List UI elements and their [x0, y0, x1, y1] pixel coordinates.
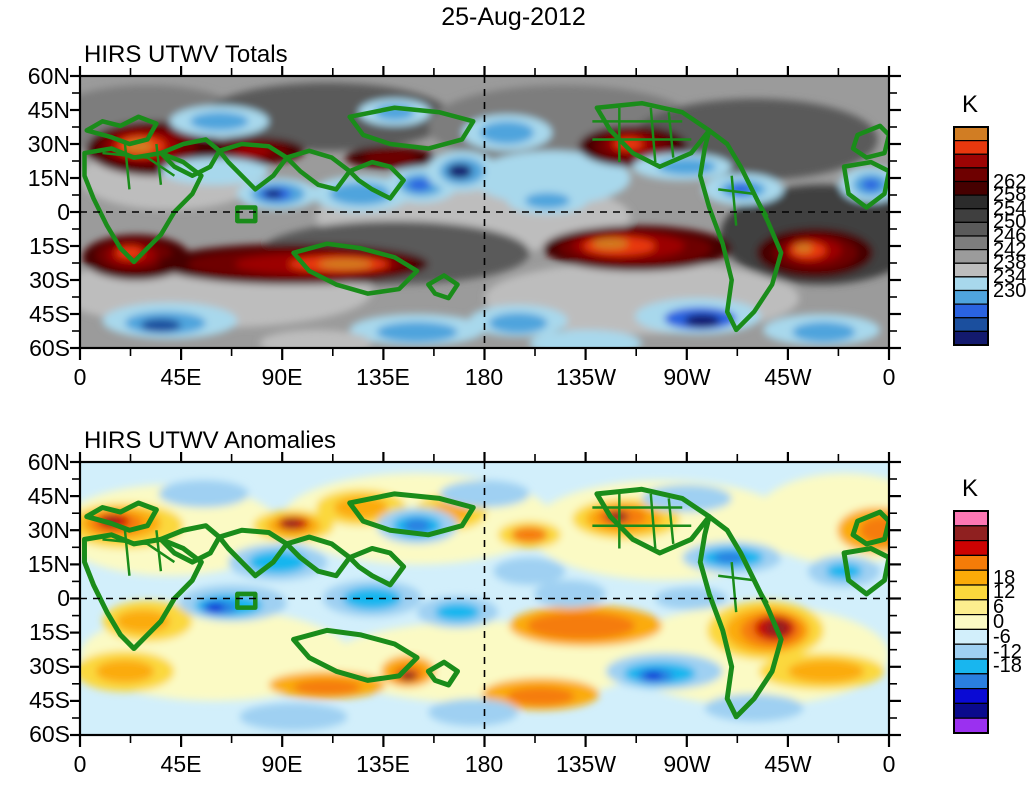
colorbar-frame: [953, 126, 989, 346]
colorbar-anomalies-unit: K: [961, 475, 978, 502]
colorbar-swatch: [953, 658, 989, 675]
colorbar-totals: [953, 126, 989, 346]
panel-totals-ylabel-5: 15S: [29, 233, 70, 259]
panel-anomalies-ylabel-4: 0: [57, 585, 70, 611]
panel-anomalies-title: HIRS UTWV Anomalies: [84, 427, 337, 454]
panel-totals-xlabel-6: 90W: [663, 364, 711, 390]
panel-anomalies-xlabel-4: 180: [464, 751, 504, 777]
panel-anomalies-xlabel-6: 90W: [663, 751, 711, 777]
colorbar-swatch: [953, 525, 989, 542]
colorbar-swatch: [953, 180, 989, 196]
panel-totals-ylabel-1: 45N: [27, 97, 70, 123]
colorbar-swatch: [953, 510, 989, 527]
panel-anomalies-ylabel-6: 30S: [29, 653, 70, 679]
colorbar-swatch: [953, 276, 989, 292]
colorbar-swatch: [953, 126, 989, 142]
colorbar-swatch: [953, 249, 989, 264]
colorbar-anomalies-labels: 18 12 6 0 -6 -12 -18: [993, 510, 1027, 734]
panel-anomalies-xlabel-1: 45E: [160, 751, 202, 777]
panel-totals-xlabel-0: 0: [73, 364, 87, 390]
panel-totals-xlabel-7: 45W: [764, 364, 812, 390]
panel-anomalies-xlabel-2: 90E: [261, 751, 303, 777]
map-totals: [80, 76, 889, 348]
colorbar-tick-label: -18: [993, 655, 1022, 678]
panel-totals-ylabel-3: 15N: [27, 165, 70, 191]
panel-anomalies-ylabel-8: 60S: [29, 721, 70, 747]
panel-totals-ylabel-7: 45S: [29, 301, 70, 327]
panel-totals-title: HIRS UTWV Totals: [84, 41, 288, 68]
panel-totals: HIRS UTWV Totals: [27, 41, 1027, 390]
colorbar-swatch: [953, 613, 989, 630]
panel-anomalies-xlabel-0: 0: [73, 751, 87, 777]
colorbar-tick-label: 246: [993, 225, 1027, 247]
panel-totals-xlabel-5: 135W: [555, 364, 617, 390]
colorbar-swatch: [953, 599, 989, 616]
colorbar-swatch: [953, 262, 989, 278]
colorbar-swatch: [953, 221, 989, 237]
colorbar-swatch: [953, 303, 989, 319]
panel-anomalies-ylabel-2: 30N: [27, 517, 70, 543]
colorbar-swatch: [953, 628, 989, 645]
colorbar-tick-label: 234: [993, 265, 1027, 288]
panel-anomalies-ylabel-0: 60N: [27, 449, 70, 475]
panel-totals-xlabel-2: 90E: [261, 364, 303, 390]
panel-totals-xlabel-1: 45E: [160, 364, 202, 390]
colorbar-frame: [953, 510, 989, 734]
colorbar-totals-unit: K: [961, 91, 978, 118]
colorbar-swatch: [953, 673, 989, 690]
panel-anomalies: HIRS UTWV Anomalies: [0, 400, 1027, 788]
colorbar-swatch: [953, 153, 989, 169]
colorbar-swatch: [953, 584, 989, 601]
panel-totals-ylabel-0: 60N: [27, 63, 70, 89]
colorbar-tick-label: 230: [993, 279, 1027, 302]
panel-totals-ylabel-2: 30N: [27, 131, 70, 157]
colorbar-tick-label: 12: [993, 581, 1016, 604]
panel-anomalies-ylabel-3: 15N: [27, 551, 70, 577]
colorbar-tick-label: 0: [993, 611, 1005, 633]
colorbar-swatch: [953, 688, 989, 705]
panel-anomalies-xlabel-3: 135E: [356, 751, 410, 777]
colorbar-tick-label: 238: [993, 252, 1027, 275]
panel-anomalies-xlabel-5: 135W: [555, 751, 617, 777]
colorbar-swatch: [953, 554, 989, 571]
panel-anomalies-xlabel-8: 0: [882, 751, 896, 777]
colorbar-tick-label: -6: [993, 625, 1011, 648]
colorbar-swatch: [953, 194, 989, 210]
colorbar-tick-label: 262: [993, 170, 1027, 193]
panel-totals-ylabel-4: 0: [57, 199, 70, 225]
panel-totals-ylabel-6: 30S: [29, 267, 70, 293]
colorbar-swatch: [953, 208, 989, 223]
panel-totals-xlabel-4: 180: [464, 364, 504, 390]
colorbar-anomalies: [953, 510, 989, 734]
colorbar-tick-label: -12: [993, 640, 1022, 663]
map-totals-axes: [70, 66, 901, 360]
panel-totals-xlabel-3: 135E: [356, 364, 410, 390]
colorbar-tick-label: 18: [993, 566, 1016, 589]
colorbar-swatch: [953, 317, 989, 332]
colorbar-swatch: [953, 167, 989, 183]
colorbar-swatch: [953, 235, 989, 251]
colorbar-tick-label: 254: [993, 197, 1027, 220]
colorbar-tick-label: 6: [993, 596, 1005, 619]
panel-anomalies-xlabel-7: 45W: [764, 751, 812, 777]
panel-anomalies-ylabel-7: 45S: [29, 687, 70, 713]
panel-totals-xlabel-8: 0: [882, 364, 896, 390]
figure-title: 25-Aug-2012: [441, 3, 586, 31]
colorbar-swatch: [953, 717, 989, 734]
colorbar-swatch: [953, 569, 989, 586]
colorbar-tick-label: 258: [993, 184, 1027, 207]
colorbar-swatch: [953, 140, 989, 155]
map-anomalies-axes: [70, 452, 901, 747]
colorbar-swatch: [953, 540, 989, 557]
colorbar-swatch: [953, 330, 989, 346]
colorbar-swatch: [953, 702, 989, 719]
colorbar-swatch: [953, 643, 989, 660]
colorbar-swatch: [953, 289, 989, 305]
panel-anomalies-ylabel-5: 15S: [29, 619, 70, 645]
colorbar-tick-label: 250: [993, 211, 1027, 234]
panel-anomalies-ylabel-1: 45N: [27, 483, 70, 509]
colorbar-tick-label: 242: [993, 238, 1027, 261]
panel-totals-ylabel-8: 60S: [29, 335, 70, 361]
map-anomalies: [80, 462, 889, 735]
